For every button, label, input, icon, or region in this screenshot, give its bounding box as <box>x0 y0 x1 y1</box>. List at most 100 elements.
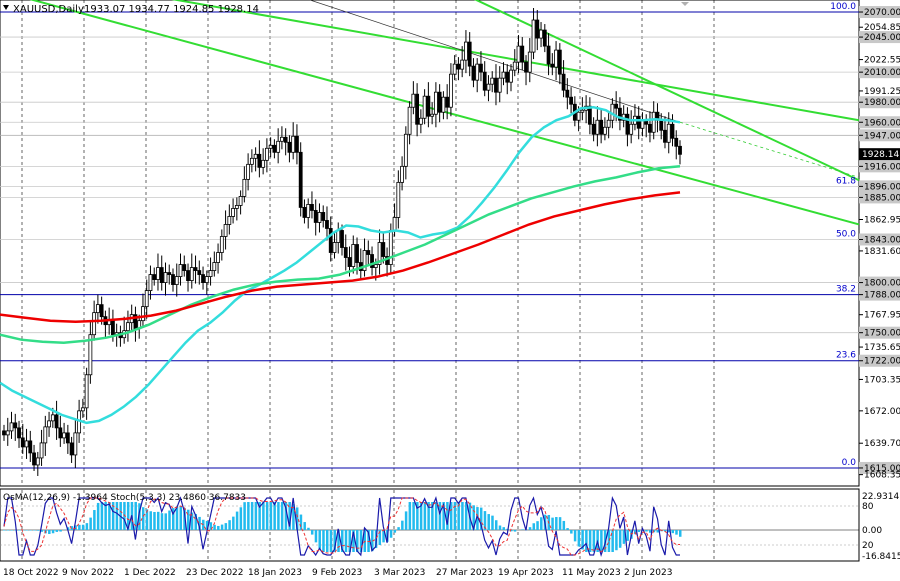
osama-bar <box>55 530 59 532</box>
candle-body <box>88 334 93 376</box>
candle-body <box>111 320 115 336</box>
osama-bar <box>104 502 107 530</box>
osama-bar <box>419 502 423 530</box>
candle-body <box>411 93 416 108</box>
osama-bar <box>615 530 618 551</box>
osama-bar <box>513 530 517 532</box>
candle-body <box>456 63 461 70</box>
price-tick-label: 1991.25 <box>864 87 900 97</box>
osama-bar <box>273 502 276 530</box>
osama-bar <box>622 530 626 544</box>
osama-bar <box>502 527 505 530</box>
collapse-arrow-icon[interactable] <box>3 5 9 10</box>
price-tick-label: 1843.00 <box>864 235 900 245</box>
candle-body <box>35 457 40 466</box>
fib-label: 61.8 <box>836 176 856 186</box>
osama-bar <box>194 514 198 530</box>
osama-bar <box>258 502 261 530</box>
candle-body <box>238 196 243 206</box>
candle-body <box>306 204 311 218</box>
last-price-box <box>859 148 900 161</box>
osama-bar <box>498 525 502 530</box>
osama-bar <box>438 502 442 530</box>
osama-bar <box>626 530 629 541</box>
candle-body <box>524 61 528 73</box>
candle-body <box>47 420 51 428</box>
osc-tick-label: 0.00 <box>862 526 882 536</box>
candle-body <box>43 426 48 444</box>
price-tick-label: 1722.00 <box>864 357 900 367</box>
candle-body <box>264 147 269 161</box>
candle-body <box>595 119 600 135</box>
candle-body <box>479 63 483 73</box>
osama-bar <box>494 520 498 530</box>
osama-bar <box>172 508 175 530</box>
osama-bar <box>179 505 183 530</box>
osama-bar <box>442 502 445 530</box>
price-tick-label: 1947.00 <box>864 131 900 141</box>
osama-bar <box>318 530 321 549</box>
candle-body <box>591 123 596 135</box>
osama-bar <box>243 502 246 530</box>
osama-bar <box>299 514 303 530</box>
candle-body <box>50 414 55 422</box>
candle-body <box>73 432 78 456</box>
osama-bar <box>348 530 352 552</box>
candle-body <box>561 73 566 91</box>
candle-body <box>325 220 329 229</box>
candle-body <box>20 437 25 448</box>
candle-body <box>542 29 547 47</box>
osama-bar <box>288 502 291 530</box>
fib-label: 38.2 <box>836 285 856 295</box>
candle-body <box>69 442 74 456</box>
candle-body <box>501 71 506 79</box>
candle-body <box>144 290 149 308</box>
candle-body <box>663 129 667 143</box>
candle-body <box>298 151 303 208</box>
osama-bar <box>404 511 408 530</box>
osama-bar <box>325 530 329 552</box>
candle-body <box>295 135 299 153</box>
osama-bar <box>566 528 569 530</box>
osama-bar <box>555 517 558 530</box>
candle-body <box>377 242 382 265</box>
candle-body <box>599 119 604 135</box>
scroll-marker-icon[interactable] <box>681 2 689 6</box>
osama-bar <box>464 502 468 530</box>
osama-bar <box>393 530 397 533</box>
osama-bar <box>6 530 10 531</box>
candle-body <box>253 153 258 159</box>
candle-body <box>268 144 273 149</box>
candle-body <box>216 252 220 263</box>
level-price-box <box>859 66 900 79</box>
level-price-box <box>859 191 900 204</box>
candle-body <box>418 117 423 125</box>
osama-bar <box>618 530 622 548</box>
candle-body <box>95 304 100 314</box>
price-tick-label: 1615.00 <box>864 464 900 474</box>
level-price-box <box>859 461 900 474</box>
candle-body <box>80 407 85 412</box>
candle-body <box>550 63 555 68</box>
osama-bar <box>314 530 318 543</box>
osama-bar <box>164 513 167 530</box>
candle-body <box>13 422 18 429</box>
candle-body <box>569 96 573 105</box>
candle-body <box>189 267 194 281</box>
trend-line <box>309 0 681 123</box>
osama-bar <box>461 502 464 530</box>
osama-bar <box>85 523 89 530</box>
osama-bar <box>247 502 250 530</box>
ema-100-line <box>0 165 681 344</box>
candle-body <box>512 61 517 71</box>
osama-bar <box>359 530 363 552</box>
candle-body <box>208 270 213 277</box>
osama-bar <box>18 530 21 531</box>
price-tick-label: 1916.00 <box>864 162 900 172</box>
osama-bar <box>280 502 284 530</box>
osama-bar <box>126 502 130 530</box>
candle-body <box>659 119 664 131</box>
candle-body <box>291 135 296 153</box>
osama-bar <box>588 530 592 552</box>
